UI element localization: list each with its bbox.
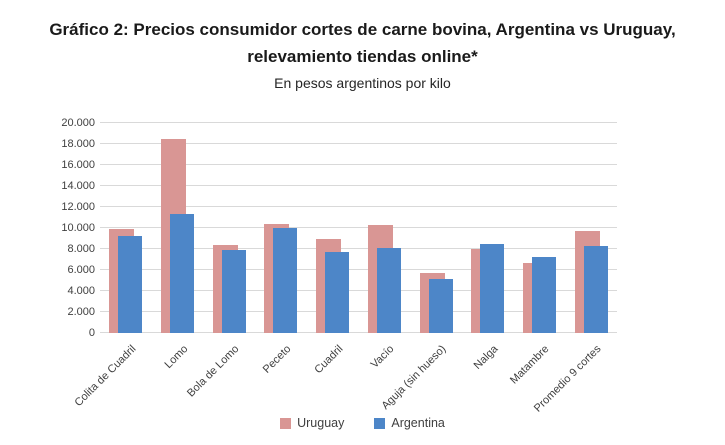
bar-argentina-6 (376, 247, 401, 333)
gridline (100, 185, 617, 186)
legend-item-uruguay: Uruguay (280, 416, 344, 430)
y-tick-label: 4.000 (67, 284, 95, 297)
gridline (100, 311, 617, 312)
gridline (100, 290, 617, 291)
bar-argentina-5 (325, 252, 350, 333)
bar-argentina-7 (428, 279, 453, 333)
gridline (100, 206, 617, 207)
legend-label: Uruguay (297, 416, 345, 430)
gridline (100, 122, 617, 123)
bar-argentina-1 (118, 236, 143, 333)
y-axis-labels: 0 2.000 4.000 6.000 8.000 10.000 12.000 14.000 1… (30, 117, 95, 339)
y-tick-label: 0 (88, 326, 95, 339)
legend-swatch-icon (280, 417, 292, 429)
y-tick-label: 12.000 (61, 200, 95, 213)
bar-argentina-2 (170, 214, 195, 333)
gridline (100, 269, 617, 270)
y-tick-label: 16.000 (61, 158, 95, 171)
plot-area (100, 122, 617, 333)
x-axis-labels: Colita de Cuadril Lomo Bola de Lomo Peceto C… (72, 339, 617, 419)
bar-argentina-8 (480, 243, 505, 333)
chart-title-line2: relevamiento tiendas online* (247, 47, 478, 66)
chart-title: Gráfico 2: Precios consumidor cortes de … (0, 16, 725, 70)
gridline (100, 332, 617, 333)
y-tick-label: 14.000 (61, 179, 95, 192)
gridline (100, 143, 617, 144)
y-tick-label: 18.000 (61, 137, 95, 150)
gridline (100, 248, 617, 249)
chart-title-line1: Gráfico 2: Precios consumidor cortes de … (49, 20, 676, 39)
y-tick-label: 8.000 (67, 242, 95, 255)
gridline (100, 227, 617, 228)
bar-argentina-4 (273, 228, 298, 333)
gridline (100, 164, 617, 165)
y-tick-label: 2.000 (67, 305, 95, 318)
y-tick-label: 6.000 (67, 263, 95, 276)
bar-argentina-10 (583, 245, 608, 333)
legend-swatch-icon (374, 417, 386, 429)
y-tick-label: 20.000 (61, 116, 95, 129)
bar-argentina-9 (531, 257, 556, 333)
legend-label: Argentina (391, 416, 445, 430)
legend: Uruguay Argentina (0, 416, 725, 430)
y-tick-label: 10.000 (61, 221, 95, 234)
legend-item-argentina: Argentina (374, 416, 445, 430)
chart-subtitle: En pesos argentinos por kilo (274, 75, 451, 91)
bar-argentina-3 (221, 250, 246, 333)
